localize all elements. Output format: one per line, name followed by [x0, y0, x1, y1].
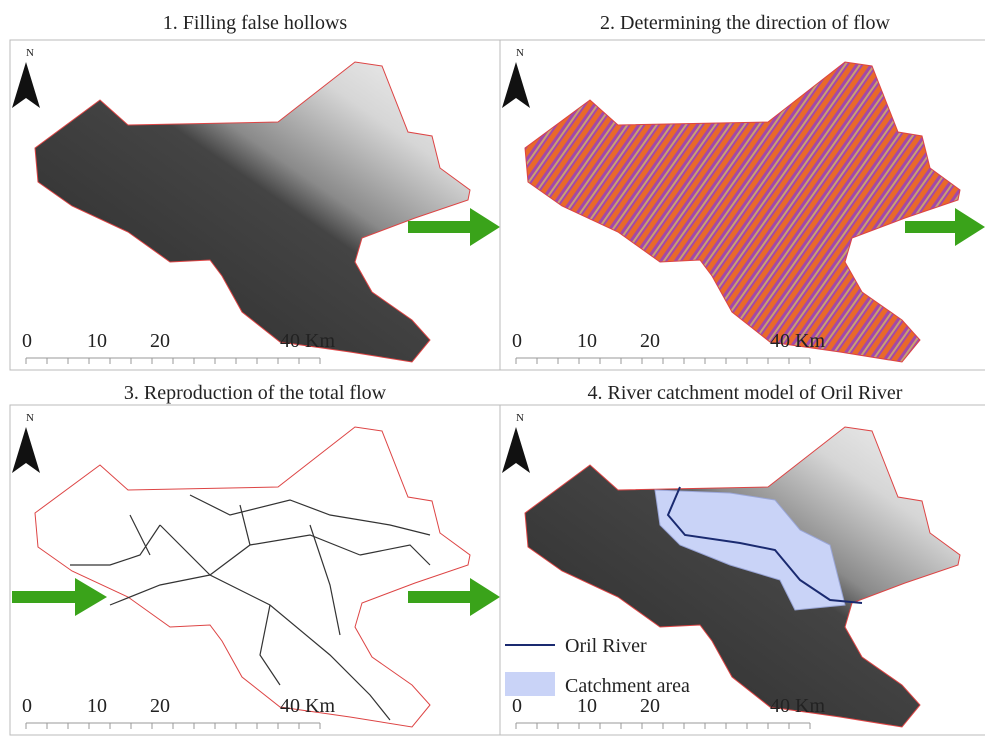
scale-label: 0	[512, 330, 522, 352]
panel-frame	[10, 405, 500, 735]
panel-title: 1. Filling false hollows	[163, 12, 348, 34]
north-label: N	[516, 47, 524, 59]
panel-title: 4. River catchment model of Oril River	[588, 382, 903, 404]
north-arrow	[502, 427, 530, 473]
scale-label: 20	[150, 695, 170, 717]
scale-label: 20	[640, 695, 660, 717]
stream	[360, 545, 430, 565]
scale-label: 40 Km	[280, 695, 335, 717]
north-arrow	[502, 62, 530, 108]
region	[525, 62, 960, 362]
scale-label: 40 Km	[280, 330, 335, 352]
scale-label: 10	[577, 330, 597, 352]
scale-label: 0	[22, 330, 32, 352]
scale-label: 10	[87, 330, 107, 352]
north-arrow	[12, 427, 40, 473]
arrow	[408, 578, 500, 616]
scale-label: 20	[150, 330, 170, 352]
legend: Oril River Catchment area	[505, 635, 690, 697]
legend-swatch	[505, 672, 555, 696]
scale-label: 10	[577, 695, 597, 717]
map-panel: N 0 10 20 40 Km	[10, 405, 500, 735]
figure: 1. Filling false hollows N 0 10 20 40 Km 2. De…	[0, 0, 985, 739]
north-label: N	[26, 47, 34, 59]
north-label: N	[26, 412, 34, 424]
scale-label: 0	[512, 695, 522, 717]
panel-title: 3. Reproduction of the total flow	[124, 382, 387, 404]
panel-title: 2. Determining the direction of flow	[600, 12, 890, 34]
scale-label: 0	[22, 695, 32, 717]
stream	[70, 525, 160, 565]
scale-label: 40 Km	[770, 695, 825, 717]
map-panel: N 0 10 20 40 Km	[10, 40, 500, 370]
scale-label: 20	[640, 330, 660, 352]
stream	[130, 515, 150, 555]
stream	[160, 525, 390, 720]
north-label: N	[516, 412, 524, 424]
map-panel: N 0 10 20 40 Km	[500, 40, 985, 370]
stream	[110, 575, 210, 605]
region	[35, 62, 470, 362]
scale-label: 10	[87, 695, 107, 717]
legend-label: Catchment area	[565, 675, 690, 697]
stream	[260, 605, 280, 685]
arrow	[12, 578, 107, 616]
region	[35, 427, 470, 727]
stream	[190, 495, 430, 535]
scale-label: 40 Km	[770, 330, 825, 352]
stream	[210, 535, 360, 575]
legend-label: Oril River	[565, 635, 647, 657]
north-arrow	[12, 62, 40, 108]
